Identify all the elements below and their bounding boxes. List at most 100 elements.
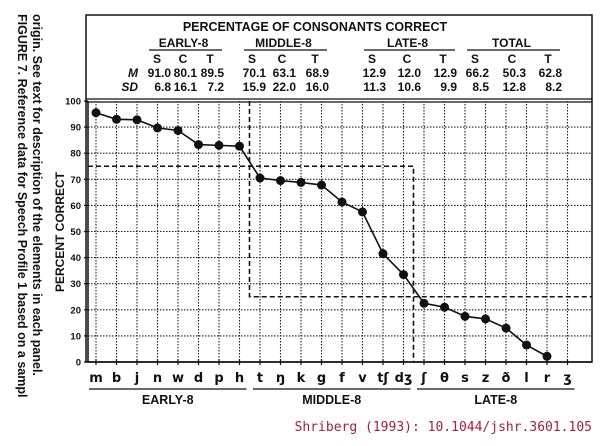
data-point [296, 177, 306, 187]
data-point [255, 173, 265, 183]
y-tick-label: 50 [70, 227, 81, 238]
late-threshold-line [248, 101, 592, 298]
x-tick-label: h [235, 371, 244, 386]
figure-caption: FIGURE 7. Reference data for Speech Prof… [15, 14, 44, 397]
y-tick-label: 70 [70, 175, 81, 186]
x-tick-label: d [194, 371, 203, 386]
x-tick-label: n [153, 371, 162, 386]
data-point [112, 114, 121, 124]
x-tick-label: r [544, 371, 551, 386]
mean-value: 12.9 [434, 66, 458, 80]
data-point [91, 108, 101, 118]
y-tick-label: 0 [76, 358, 81, 369]
mean-value: 66.2 [466, 66, 490, 80]
data-point [419, 298, 429, 308]
column-header: T [544, 52, 552, 66]
data-point [132, 115, 142, 125]
data-point [358, 207, 367, 217]
caption-line-1: FIGURE 7. Reference data for Speech Prof… [15, 14, 29, 397]
y-tick-label: 90 [70, 123, 81, 134]
sd-value: 10.6 [398, 80, 422, 94]
sd-value: 8.5 [472, 80, 489, 94]
data-point [173, 125, 183, 135]
sd-value: 7.2 [207, 80, 224, 94]
data-point [440, 302, 449, 312]
data-point [399, 270, 408, 280]
data-point [337, 197, 347, 207]
y-tick-label: 40 [70, 253, 81, 264]
data-point [460, 311, 470, 321]
early-threshold-line [88, 165, 415, 362]
category-group-label: LATE-8 [474, 393, 517, 407]
sd-value: 11.3 [363, 80, 386, 94]
series-line [91, 108, 552, 361]
mean-value: 50.3 [503, 66, 527, 80]
x-tick-label: k [297, 371, 306, 386]
column-header: T [439, 52, 447, 66]
y-tick-label: 10 [70, 331, 81, 342]
x-tick-label: z [482, 371, 490, 386]
data-point [378, 249, 388, 259]
category-group-label: MIDDLE-8 [302, 393, 361, 407]
sd-value: 9.9 [440, 80, 457, 94]
x-tick-label: j [134, 371, 139, 386]
y-tick-label: 60 [70, 201, 81, 212]
x-tick-label: v [358, 371, 367, 386]
summary-table: MSDEARLY-8S91.06.8C80.116.1T89.57.2MIDDL… [121, 36, 562, 94]
y-tick-label: 100 [65, 97, 81, 108]
mean-value: 63.1 [273, 66, 297, 80]
threshold-lines [88, 101, 592, 362]
data-point [194, 140, 203, 150]
data-point [522, 340, 531, 350]
mean-value: 89.5 [201, 66, 225, 80]
group-label: EARLY-8 [159, 36, 209, 50]
data-point [542, 351, 552, 361]
table-title: PERCENTAGE OF CONSONANTS CORRECT [183, 20, 448, 34]
plot-grid [88, 101, 592, 362]
x-tick-label: ʃ [420, 371, 427, 386]
y-axis-label: PERCENT CORRECT [53, 171, 67, 292]
x-tick-label: ŋ [276, 371, 285, 386]
mean-value: 12.9 [363, 66, 387, 80]
column-header: T [311, 52, 319, 66]
column-header: C [508, 52, 517, 66]
data-point [153, 123, 162, 133]
data-point [317, 180, 326, 190]
mean-value: 68.9 [306, 66, 330, 80]
mean-value: 62.8 [539, 66, 563, 80]
x-tick-label: b [112, 371, 121, 386]
x-tick-label: s [461, 371, 469, 386]
x-tick-label: w [172, 371, 184, 386]
mean-value: 70.1 [243, 66, 267, 80]
sd-value: 22.0 [273, 80, 297, 94]
column-header: T [206, 52, 214, 66]
column-header: C [179, 52, 188, 66]
y-tick-label: 30 [70, 279, 81, 290]
sd-value: 8.2 [545, 80, 562, 94]
column-header: S [153, 52, 161, 66]
caption-line-2: origin. See text for description of the … [30, 14, 44, 376]
column-header: S [248, 52, 256, 66]
y-tick-label: 20 [70, 305, 81, 316]
data-point [481, 314, 490, 324]
data-point [501, 323, 511, 333]
x-tick-label: l [524, 371, 528, 386]
sd-value: 15.9 [243, 80, 267, 94]
column-header: S [368, 52, 376, 66]
mean-value: 91.0 [148, 66, 172, 80]
column-header: S [471, 52, 479, 66]
x-tick-label: t [257, 371, 263, 386]
y-tick-label: 80 [70, 149, 81, 160]
x-tick-label: dʒ [395, 371, 413, 386]
sd-value: 16.0 [306, 80, 330, 94]
sd-value: 12.8 [503, 80, 527, 94]
data-point [235, 141, 244, 151]
x-axis: m b j n w d p h t ŋ k g f v tʃ dʒ ʃ θ s z ð l r ʒ EARLY-8 MIDDLE-… [88, 359, 592, 407]
sd-value: 6.8 [154, 80, 171, 94]
group-label: LATE-8 [387, 36, 428, 50]
x-tick-label: tʃ [377, 371, 389, 386]
x-tick-label: ð [502, 371, 511, 386]
data-point [276, 176, 285, 186]
mean-value: 12.0 [398, 66, 422, 80]
